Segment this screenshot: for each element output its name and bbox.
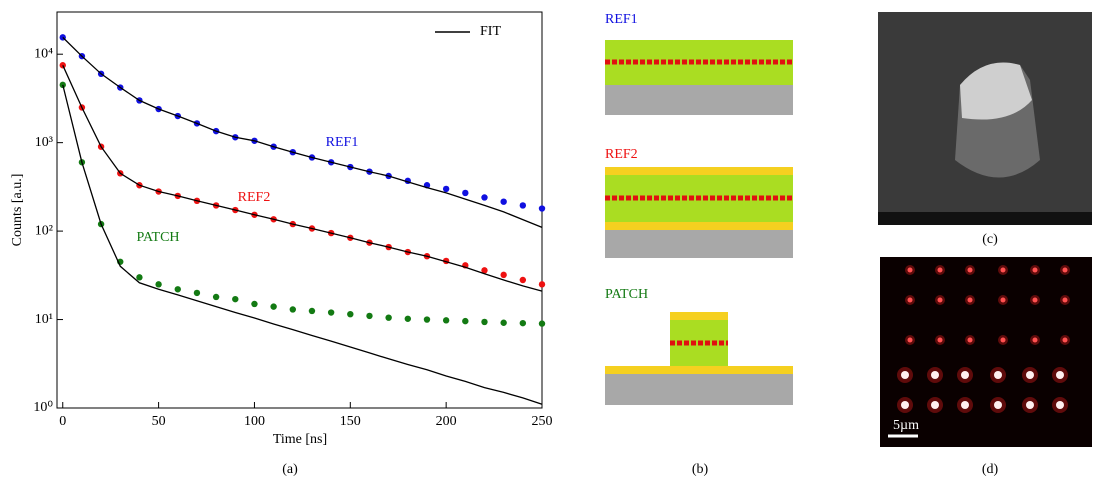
emission-spot [901,401,909,409]
x-tick-label: 250 [532,414,553,429]
x-axis-label: Time [ns] [273,432,327,447]
emission-spot [967,337,973,343]
caption: (c) [982,232,998,247]
data-point [423,316,431,323]
data-point [481,194,488,201]
data-point [270,303,277,310]
data-point [366,312,373,320]
emission-spot [1032,337,1038,343]
caption: (a) [282,462,298,477]
data-point [308,307,316,315]
emission-spot [994,401,1002,409]
y-tick-label: 10⁰ [33,400,53,415]
data-point [347,310,354,318]
data-point [155,281,162,288]
diagram-label: PATCH [605,287,648,302]
fit-line [62,36,543,229]
data-point [385,314,392,321]
caption: (b) [692,462,709,477]
scale-bar-label: 5µm [893,418,919,433]
emission-spot [937,297,943,303]
data-point [174,286,181,293]
y-tick-label: 10⁴ [34,46,53,61]
emission-spot [961,371,969,379]
data-point [289,306,296,313]
emission-spot [907,267,913,273]
data-point [481,318,488,326]
data-point [442,317,450,324]
emission-spot [1000,337,1006,343]
y-tick-label: 10¹ [35,312,53,327]
data-point [538,281,546,288]
caption: (d) [982,462,999,477]
emission-spot [937,337,943,343]
sem-image [878,12,1092,225]
fit-line [62,65,543,292]
series-label: REF1 [326,135,359,150]
diagram-label: REF2 [605,147,638,162]
emission-spot [1000,297,1006,303]
data-point [481,267,488,274]
data-point [519,319,527,327]
data-point [500,271,507,279]
x-tick-label: 50 [152,414,166,429]
y-tick-label: 10² [35,223,53,238]
data-point [327,309,335,316]
emission-spot [931,371,939,379]
x-tick-label: 150 [340,414,361,429]
data-point [442,185,450,193]
data-point [519,276,527,284]
emission-spot [937,267,943,273]
plot-frame [56,11,543,409]
data-point [59,62,66,69]
emission-spot [907,337,913,343]
microscope-image: 5µm [880,257,1092,447]
x-tick-label: 0 [59,414,66,429]
data-point [59,81,66,89]
emission-spot [961,401,969,409]
emission-spot [1062,337,1068,343]
series-label: PATCH [136,230,179,245]
emission-spot [901,371,909,379]
emission-spot [1056,371,1064,379]
data-point [136,274,143,281]
data-point [462,189,469,197]
fit-line [62,84,543,405]
emission-spot [1032,297,1038,303]
data-point [232,295,239,303]
emission-spot [1032,267,1038,273]
x-tick-label: 100 [244,414,265,429]
data-point [251,300,258,308]
x-tick-label: 200 [436,414,457,429]
series-label: REF2 [238,190,271,205]
emission-spot [967,267,973,273]
data-point [404,315,412,322]
y-axis-label: Counts [a.u.] [10,174,25,247]
emission-spot [1026,371,1034,379]
data-point [538,320,546,327]
data-point [538,205,546,212]
data-point [212,293,220,301]
data-point [500,198,507,205]
emission-spot [967,297,973,303]
emission-spot [931,401,939,409]
emission-spot [907,297,913,303]
diagram-label: REF1 [605,12,638,27]
data-point [500,319,507,326]
data-point [193,289,201,297]
emission-spot [1056,401,1064,409]
data-point [519,202,527,209]
emission-spot [1062,297,1068,303]
data-point [462,317,469,325]
emission-spot [1062,267,1068,273]
y-tick-label: 10³ [35,135,53,150]
emission-spot [1000,267,1006,273]
layer-diagrams: REF1 REF2 PATCH [605,12,793,405]
legend-label: FIT [480,24,501,39]
emission-spot [1026,401,1034,409]
emission-spot [994,371,1002,379]
